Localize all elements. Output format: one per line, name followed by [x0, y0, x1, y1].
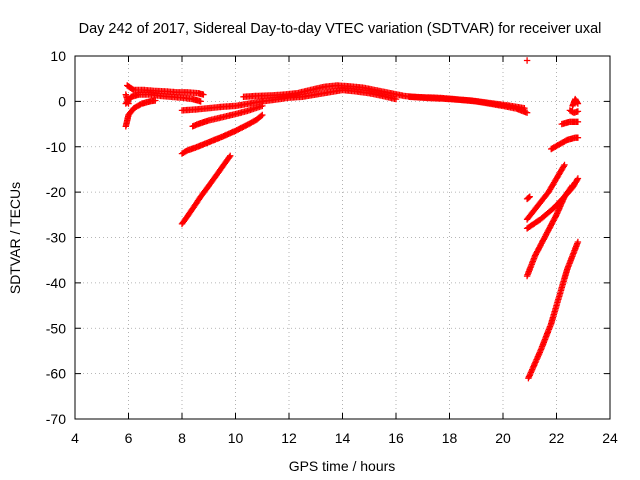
data-marker	[122, 91, 132, 107]
x-tick-label: 10	[228, 430, 244, 446]
series-arc-1	[124, 82, 207, 98]
x-axis-label: GPS time / hours	[289, 458, 396, 474]
series-arc-14	[523, 161, 568, 223]
series-arc-17	[525, 238, 582, 382]
series-arc-8	[178, 152, 234, 228]
series-arc-7	[178, 98, 266, 114]
data-marker	[523, 161, 568, 223]
series-arc-21	[566, 107, 582, 116]
data-marker	[178, 152, 234, 228]
data-marker	[523, 182, 576, 280]
data-marker	[406, 93, 531, 116]
data-marker	[178, 98, 266, 114]
y-tick-label: -10	[46, 139, 66, 155]
data-marker	[548, 134, 582, 153]
series-arc-11	[406, 93, 531, 116]
data-marker	[189, 102, 266, 130]
x-tick-label: 22	[549, 430, 565, 446]
data-marker	[259, 86, 400, 105]
series-arc-6	[189, 102, 266, 130]
y-tick-label: -40	[46, 275, 66, 291]
series-arc-16	[523, 182, 576, 280]
series-arc-3	[122, 97, 159, 130]
y-tick-label: 0	[58, 93, 66, 109]
series-arc-18	[548, 134, 582, 153]
data-marker	[124, 82, 207, 98]
data-points	[122, 57, 582, 382]
x-tick-label: 20	[495, 430, 511, 446]
data-marker	[558, 118, 582, 128]
data-marker	[122, 97, 159, 130]
series-arc-19	[558, 118, 582, 128]
tick-marks	[74, 55, 611, 420]
x-tick-label: 16	[388, 430, 404, 446]
series-arc-13	[523, 193, 533, 203]
x-tick-label: 18	[442, 430, 458, 446]
chart-title: Day 242 of 2017, Sidereal Day-to-day VTE…	[79, 21, 602, 37]
x-tick-label: 6	[125, 430, 133, 446]
y-axis-label: SDTVAR / TECUs	[7, 182, 23, 294]
y-tick-label: 10	[50, 48, 66, 64]
y-tick-label: -50	[46, 320, 66, 336]
grid	[75, 56, 610, 419]
series-arc-10	[259, 86, 400, 105]
series-arc-12	[523, 57, 531, 64]
data-marker	[523, 193, 533, 203]
y-tick-label: -70	[46, 411, 66, 427]
series-arc-4	[122, 91, 132, 107]
x-tick-label: 14	[335, 430, 351, 446]
x-tick-label: 4	[71, 430, 79, 446]
data-marker	[178, 111, 266, 157]
data-marker	[523, 57, 531, 64]
y-tick-label: -60	[46, 366, 66, 382]
x-tick-labels: 4 6 8 10 12 14 16 18 20 22 24	[71, 430, 618, 446]
data-marker	[569, 95, 582, 110]
x-tick-label: 24	[602, 430, 618, 446]
x-tick-label: 8	[178, 430, 186, 446]
y-tick-label: -30	[46, 230, 66, 246]
x-tick-label: 12	[281, 430, 297, 446]
data-marker	[525, 238, 582, 382]
y-tick-label: -20	[46, 184, 66, 200]
series-arc-5	[178, 111, 266, 157]
data-marker	[566, 107, 582, 116]
series-arc-20	[569, 95, 582, 110]
y-tick-labels: 10 0 -10 -20 -30 -40 -50 -60 -70	[46, 48, 66, 427]
